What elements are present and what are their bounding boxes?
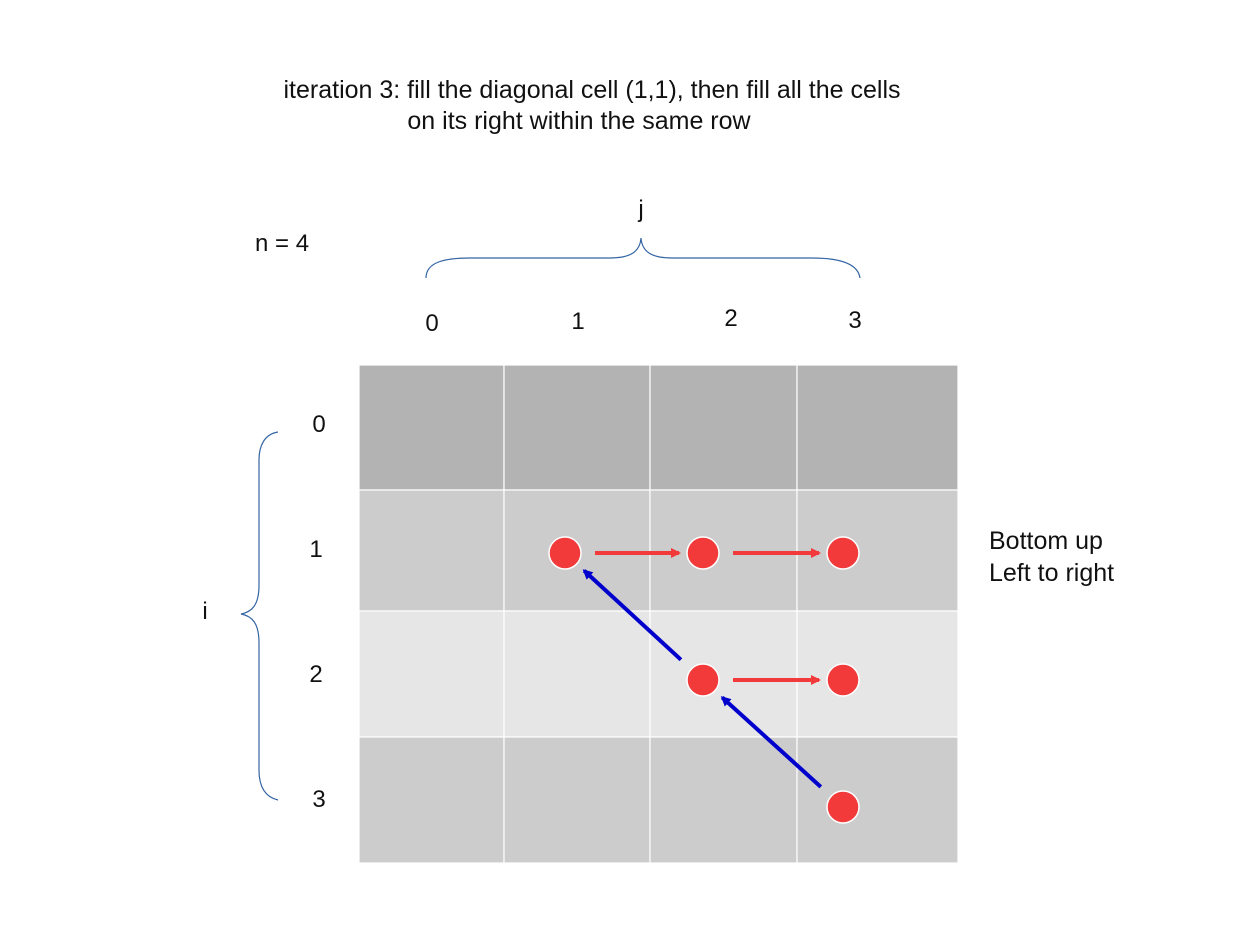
col-tick-labels: 0 1 2 3	[425, 305, 861, 337]
grid-cell-1-0	[358, 489, 505, 612]
diagonal-step-arrow-3	[720, 695, 823, 789]
n-label: n = 4	[255, 230, 309, 257]
filled-cell-dot-1-1	[548, 536, 582, 570]
diagonal-step-arrow-4	[582, 569, 683, 662]
dp-grid	[358, 364, 959, 864]
dp-dots	[548, 536, 860, 824]
filled-cell-dot-2-3	[826, 663, 860, 697]
filled-cell-dot-1-2	[686, 536, 720, 570]
title-line-2: on its right within the same row	[407, 107, 751, 135]
note-line-2: Left to right	[989, 559, 1114, 587]
col-axis-brace	[425, 237, 861, 279]
row-axis-label: i	[202, 598, 207, 625]
title-line-1: iteration 3: fill the diagonal cell (1,1…	[284, 76, 901, 104]
grid-cell-0-1	[503, 364, 651, 491]
grid-cell-1-3	[796, 489, 959, 612]
filled-cell-dot-2-2	[686, 663, 720, 697]
grid-cell-2-1	[503, 610, 651, 738]
grid-cell-1-2	[649, 489, 798, 612]
grid-cell-3-3	[796, 736, 959, 864]
grid-cell-2-0	[358, 610, 505, 738]
row-tick-labels: 0 1 2 3	[309, 411, 325, 813]
row-tick-2: 2	[309, 661, 322, 688]
col-tick-3: 3	[848, 307, 861, 334]
filled-cell-dot-1-3	[826, 536, 860, 570]
grid-cell-0-3	[796, 364, 959, 491]
row-tick-1: 1	[309, 536, 322, 563]
note-line-1: Bottom up	[989, 527, 1103, 555]
col-axis-label: j	[637, 196, 643, 223]
col-tick-0: 0	[425, 310, 438, 337]
grid-cell-3-0	[358, 736, 505, 864]
row-tick-3: 3	[312, 786, 325, 813]
row-tick-0: 0	[312, 411, 325, 438]
grid-cell-0-0	[358, 364, 505, 491]
col-tick-2: 2	[724, 305, 737, 332]
filled-cell-dot-3-3	[826, 790, 860, 824]
grid-cell-0-2	[649, 364, 798, 491]
dp-arrows	[582, 548, 823, 789]
grid-cell-3-1	[503, 736, 651, 864]
grid-cell-3-2	[649, 736, 798, 864]
col-tick-1: 1	[571, 308, 584, 335]
row-axis-brace	[240, 431, 279, 801]
grid-cell-2-3	[796, 610, 959, 738]
grid-cell-2-2	[649, 610, 798, 738]
